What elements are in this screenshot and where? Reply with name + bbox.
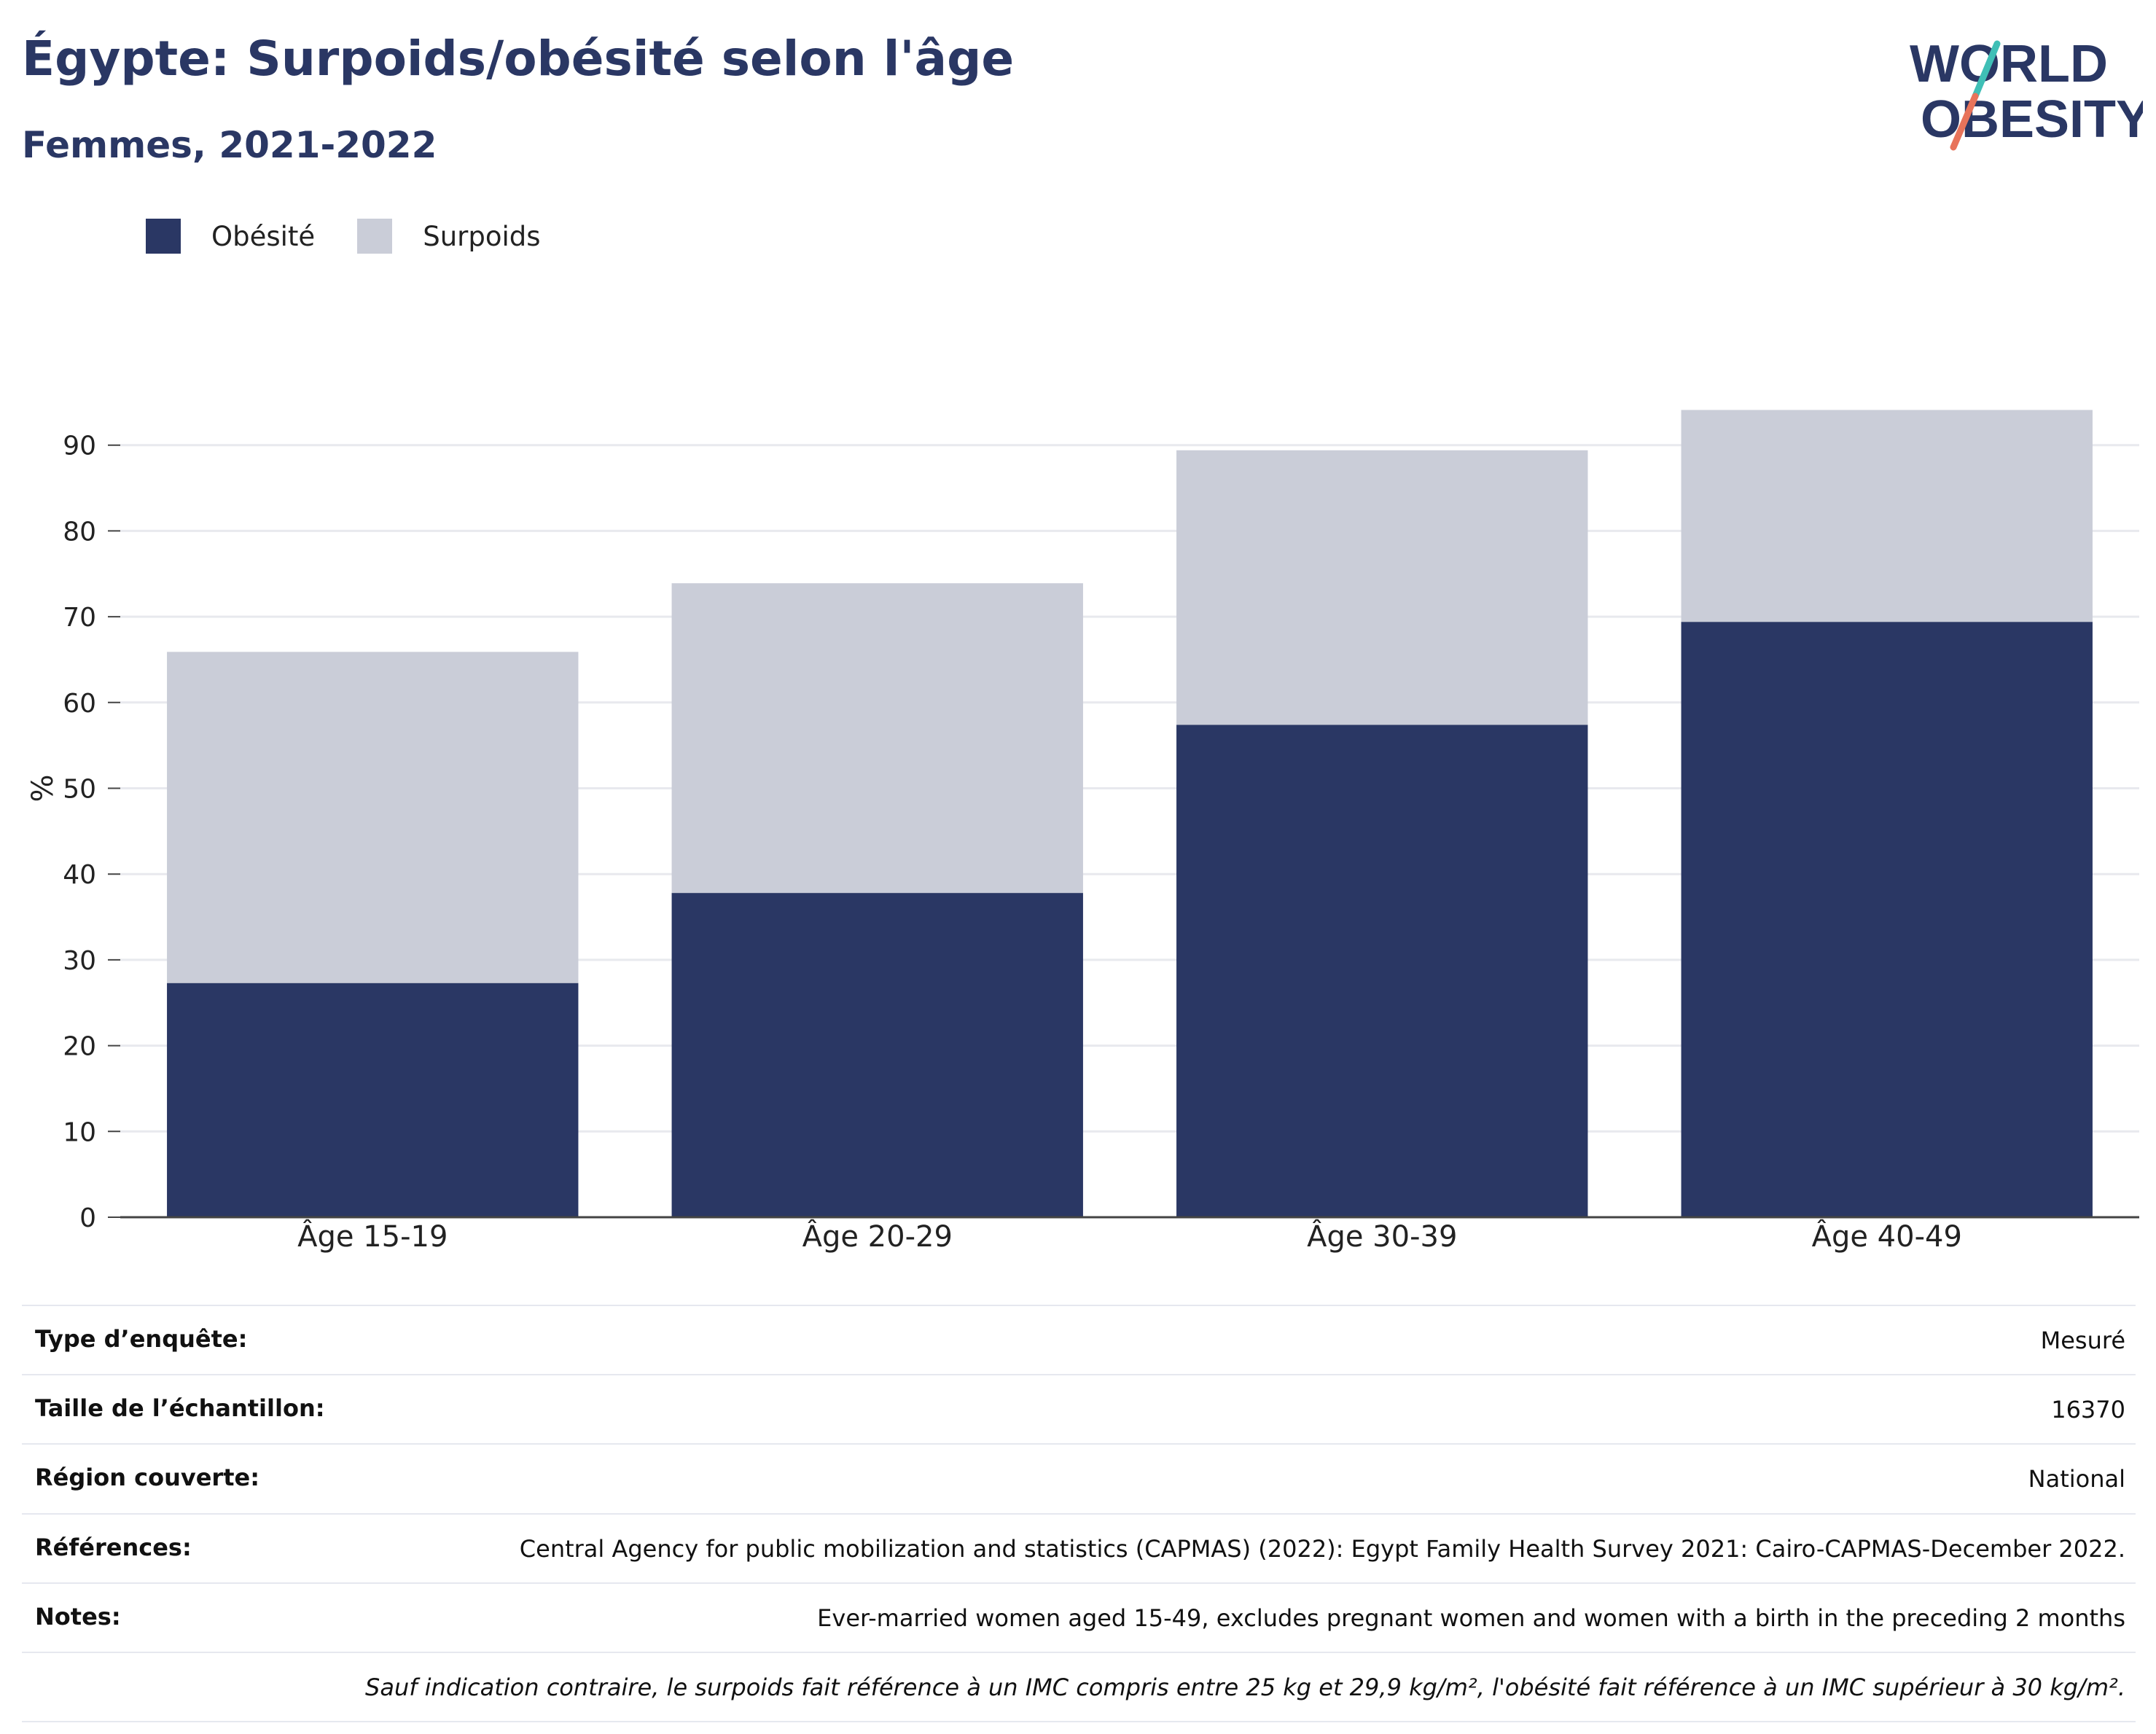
info-label: Références: xyxy=(35,1533,192,1561)
chart-subtitle: Femmes, 2021-2022 xyxy=(22,124,437,166)
y-axis-label: % xyxy=(26,774,60,802)
info-row-sample-size: Taille de l’échantillon: 16370 xyxy=(22,1375,2136,1445)
y-tick-label: 50 xyxy=(63,775,96,805)
legend-swatch-obesity xyxy=(146,219,181,254)
bar-obesity-3 xyxy=(1176,725,1588,1217)
info-value: Ever-married women aged 15-49, excludes … xyxy=(817,1604,2125,1632)
logo-slash-coral xyxy=(1950,93,1979,151)
bar-overweight-4 xyxy=(1681,410,2093,622)
y-tick-label: 60 xyxy=(63,689,96,719)
y-tick-label: 90 xyxy=(63,431,96,461)
bar-obesity-4 xyxy=(1681,622,2093,1217)
info-value: Central Agency for public mobilization a… xyxy=(519,1534,2125,1563)
bar-overweight-2 xyxy=(671,583,1083,894)
y-tick-label: 80 xyxy=(63,517,96,547)
bar-overweight-3 xyxy=(1176,450,1588,725)
y-tick-label: 70 xyxy=(63,603,96,633)
legend-label-obesity: Obésité xyxy=(211,220,316,252)
legend-item-overweight[interactable]: Surpoids xyxy=(357,219,541,254)
info-value: National xyxy=(2028,1465,2125,1493)
info-label: Région couverte: xyxy=(35,1464,259,1492)
info-row-definition: Sauf indication contraire, le surpoids f… xyxy=(22,1653,2136,1723)
bar-overweight-1 xyxy=(167,652,579,983)
y-tick-label: 30 xyxy=(63,946,96,976)
info-label: Notes: xyxy=(35,1602,121,1630)
y-tick-label: 0 xyxy=(79,1203,96,1233)
chart-title: Égypte: Surpoids/obésité selon l'âge xyxy=(22,31,1015,87)
y-tick-label: 10 xyxy=(63,1117,96,1147)
info-value: 16370 xyxy=(2051,1396,2125,1424)
stacked-bar-chart: 0 10 20 30 40 50 60 70 80 90% Âge 15-19 Âge 20-29 Âg… xyxy=(26,410,2139,1254)
legend-label-overweight: Surpoids xyxy=(423,220,541,252)
y-tick-label: 40 xyxy=(63,860,96,890)
definition-note: Sauf indication contraire, le surpoids f… xyxy=(365,1673,2125,1701)
info-row-notes: Notes: Ever-married women aged 15-49, ex… xyxy=(22,1584,2136,1653)
x-tick-label: Âge 40-49 xyxy=(1812,1219,1962,1254)
legend-swatch-overweight xyxy=(357,219,393,254)
legend-item-obesity[interactable]: Obésité xyxy=(146,219,315,254)
info-row-survey-type: Type d’enquête: Mesuré xyxy=(22,1305,2136,1376)
x-tick-label: Âge 30-39 xyxy=(1307,1219,1457,1254)
info-value: Mesuré xyxy=(2040,1327,2125,1354)
info-row-references: Références: Central Agency for public mo… xyxy=(22,1515,2136,1584)
world-obesity-logo: WORLD OBESITY xyxy=(1910,35,2143,151)
info-label: Taille de l’échantillon: xyxy=(35,1394,325,1423)
bar-obesity-1 xyxy=(167,983,579,1217)
bar-obesity-2 xyxy=(671,893,1083,1217)
info-row-region: Région couverte: National xyxy=(22,1445,2136,1515)
logo-slash-teal xyxy=(1972,40,2001,100)
survey-info-table: Type d’enquête: Mesuré Taille de l’échan… xyxy=(22,1305,2136,1723)
chart-legend: Obésité Surpoids xyxy=(146,219,583,254)
y-tick-label: 20 xyxy=(63,1032,96,1062)
info-label: Type d’enquête: xyxy=(35,1325,248,1353)
logo-text-world: WORLD xyxy=(1910,35,2108,93)
x-tick-label: Âge 15-19 xyxy=(297,1219,448,1254)
x-tick-label: Âge 20-29 xyxy=(802,1219,953,1254)
